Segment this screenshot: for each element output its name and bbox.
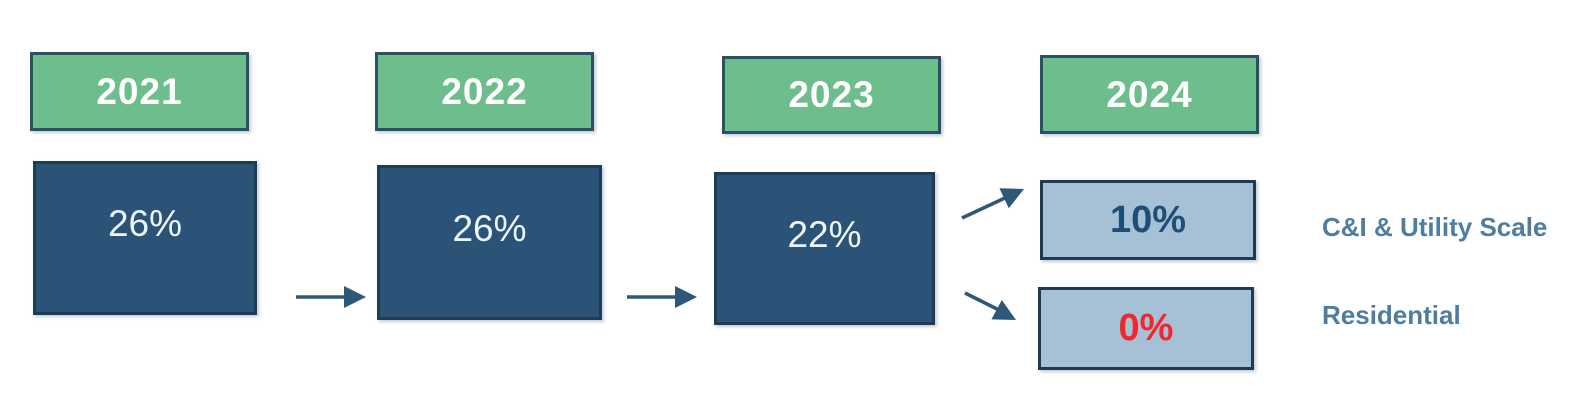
outcome-box-ci-utility: 10% (1040, 180, 1256, 260)
arrow-2021-to-2022 (296, 286, 366, 308)
year-label-2023: 2023 (788, 74, 875, 115)
value-label-2021: 26% (107, 203, 183, 244)
year-box-2023: 2023 (722, 56, 941, 134)
side-label-ci-utility: C&I & Utility Scale (1322, 212, 1548, 242)
arrow-2022-to-2023 (627, 286, 697, 308)
side-label-residential: Residential (1322, 300, 1461, 330)
year-box-2021: 2021 (30, 52, 249, 131)
arrow-2023-to-residential (964, 291, 1016, 320)
year-label-2022: 2022 (441, 70, 528, 112)
year-label-2021: 2021 (96, 70, 183, 112)
value-box-2021: 26% (33, 161, 257, 315)
year-box-2022: 2022 (375, 52, 594, 131)
year-box-2024: 2024 (1040, 55, 1259, 134)
value-box-2023: 22% (714, 172, 935, 325)
value-label-2023: 22% (787, 213, 862, 255)
value-box-2022: 26% (377, 165, 602, 320)
outcome-value-residential: 0% (1118, 307, 1174, 349)
value-label-2022: 26% (452, 207, 527, 249)
outcome-value-ci-utility: 10% (1109, 198, 1187, 241)
arrow-2023-to-ci-utility (961, 188, 1024, 220)
year-label-2024: 2024 (1106, 73, 1193, 115)
outcome-box-residential: 0% (1038, 287, 1254, 370)
